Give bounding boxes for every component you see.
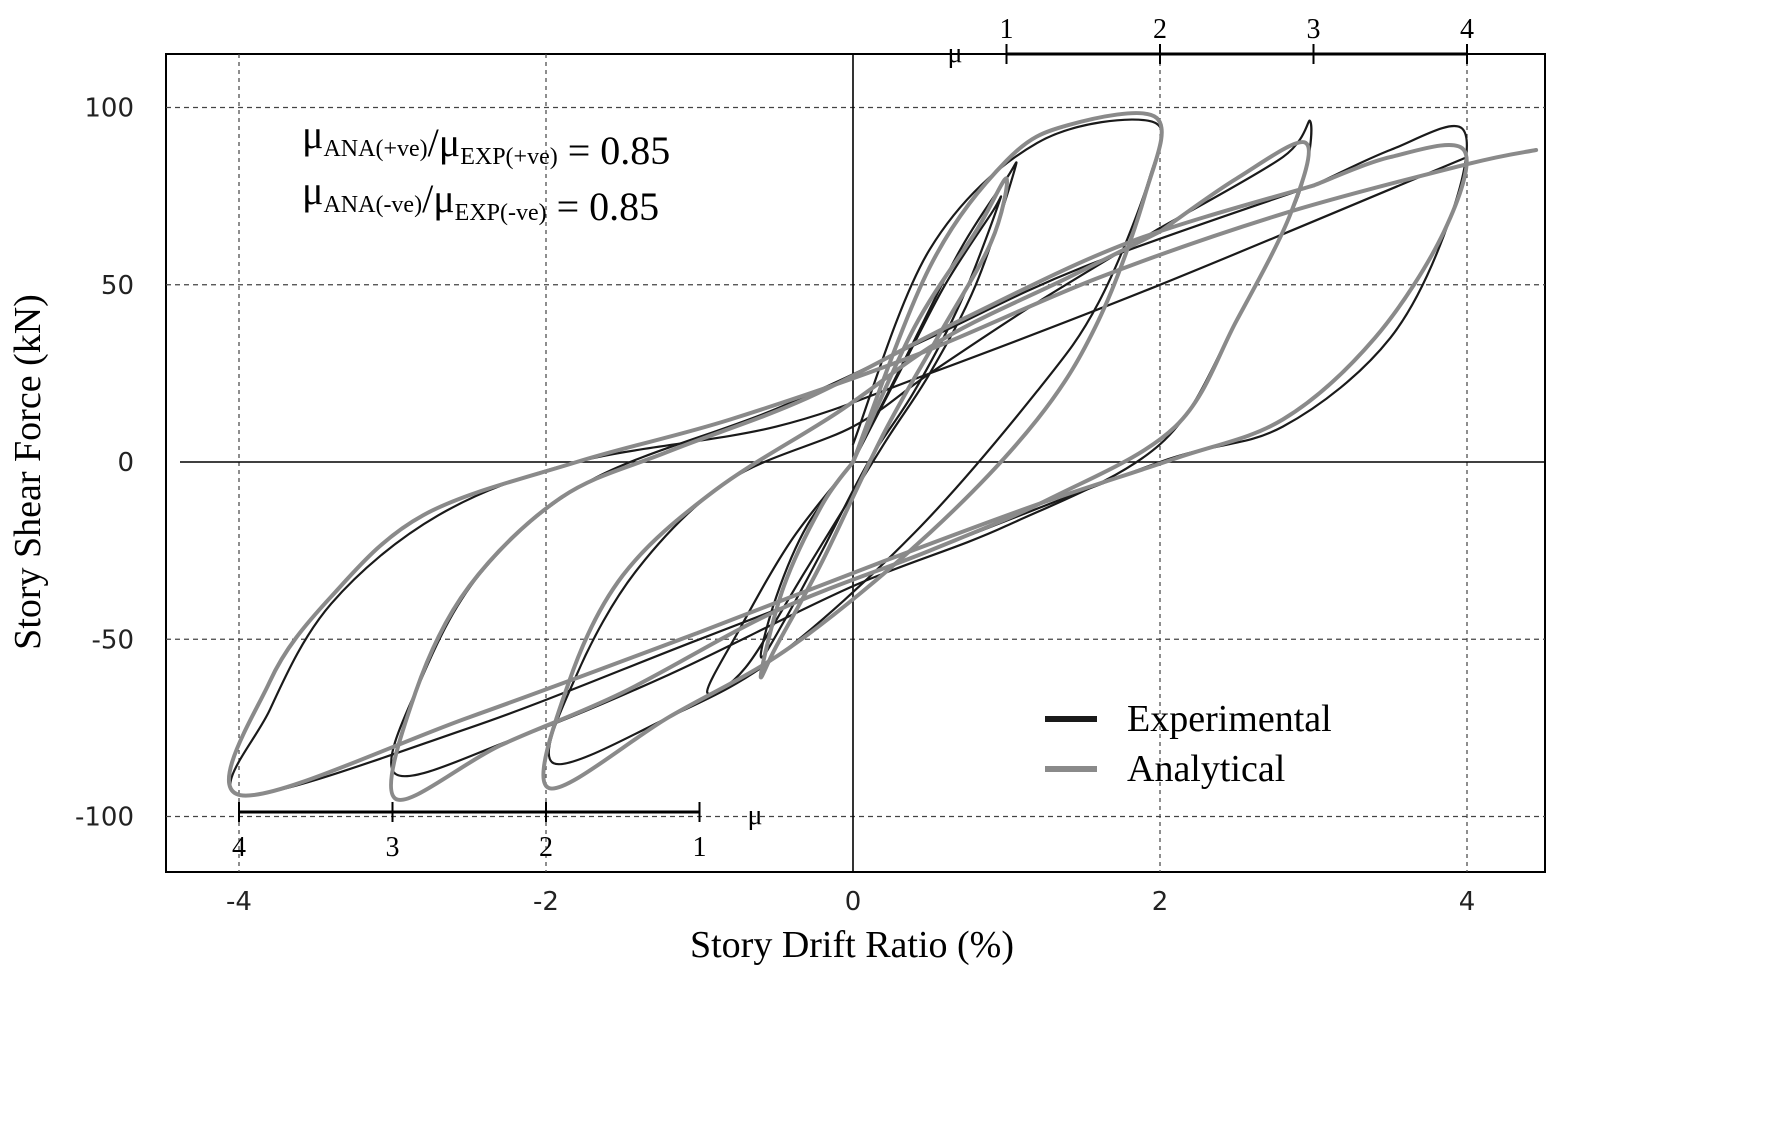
ductility-bottom-symbol: μ bbox=[747, 800, 762, 831]
ductility-top-label: 2 bbox=[1153, 14, 1167, 45]
x-tick-labels: -4 -2 0 2 4 bbox=[226, 887, 1475, 917]
y-tick-labels: 100 50 0 -50 -100 bbox=[75, 94, 134, 833]
y-tick-label: 0 bbox=[117, 448, 134, 478]
grid-lines bbox=[166, 54, 1545, 872]
analytical-series-line bbox=[226, 142, 1539, 798]
legend: Experimental Analytical bbox=[1045, 698, 1332, 790]
ductility-top-label: 1 bbox=[1000, 14, 1014, 45]
plot-frame bbox=[165, 53, 1546, 873]
hysteresis-curves bbox=[226, 111, 1539, 802]
y-tick-label: -100 bbox=[75, 803, 134, 833]
hysteresis-chart: -4 -2 0 2 4 100 50 0 -50 -100 1 2 3 4 μ 4 3 2 1 μ μANA(+… bbox=[7, 14, 1546, 966]
ductility-top-symbol: μ bbox=[947, 38, 962, 69]
x-tick-label: -2 bbox=[533, 887, 559, 917]
ductility-bottom-label: 4 bbox=[232, 832, 246, 863]
experimental-series-line bbox=[706, 161, 1018, 696]
y-tick-label: 100 bbox=[84, 94, 134, 124]
ductility-ratio-text: μANA(-ve)/μEXP(-ve) = 0.85 bbox=[302, 168, 659, 229]
x-tick-label: 0 bbox=[845, 887, 862, 917]
y-tick-label: 50 bbox=[101, 271, 134, 301]
x-tick-label: 4 bbox=[1459, 887, 1476, 917]
analytical-series-line bbox=[758, 176, 1010, 680]
legend-label-experimental: Experimental bbox=[1127, 698, 1332, 740]
x-axis-title: Story Drift Ratio (%) bbox=[690, 924, 1014, 966]
x-tick-label: 2 bbox=[1152, 887, 1169, 917]
ductility-ratio-annotations: μANA(+ve)/μEXP(+ve) = 0.85μANA(-ve)/μEXP… bbox=[302, 112, 670, 229]
ductility-top-label: 3 bbox=[1307, 14, 1321, 45]
ductility-scale-bottom: 4 3 2 1 μ bbox=[232, 800, 763, 863]
ductility-top-label: 4 bbox=[1460, 14, 1474, 45]
analytical-series-line bbox=[541, 111, 1164, 791]
ductility-bottom-label: 2 bbox=[539, 832, 553, 863]
ductility-scale-top: 1 2 3 4 μ bbox=[947, 14, 1474, 69]
y-tick-label: -50 bbox=[92, 625, 134, 655]
x-tick-label: -4 bbox=[226, 887, 252, 917]
ductility-ratio-text: μANA(+ve)/μEXP(+ve) = 0.85 bbox=[302, 112, 670, 173]
legend-label-analytical: Analytical bbox=[1127, 748, 1285, 790]
ductility-bottom-label: 3 bbox=[386, 832, 400, 863]
ductility-bottom-label: 1 bbox=[693, 832, 707, 863]
y-axis-title: Story Shear Force (kN) bbox=[7, 294, 49, 650]
